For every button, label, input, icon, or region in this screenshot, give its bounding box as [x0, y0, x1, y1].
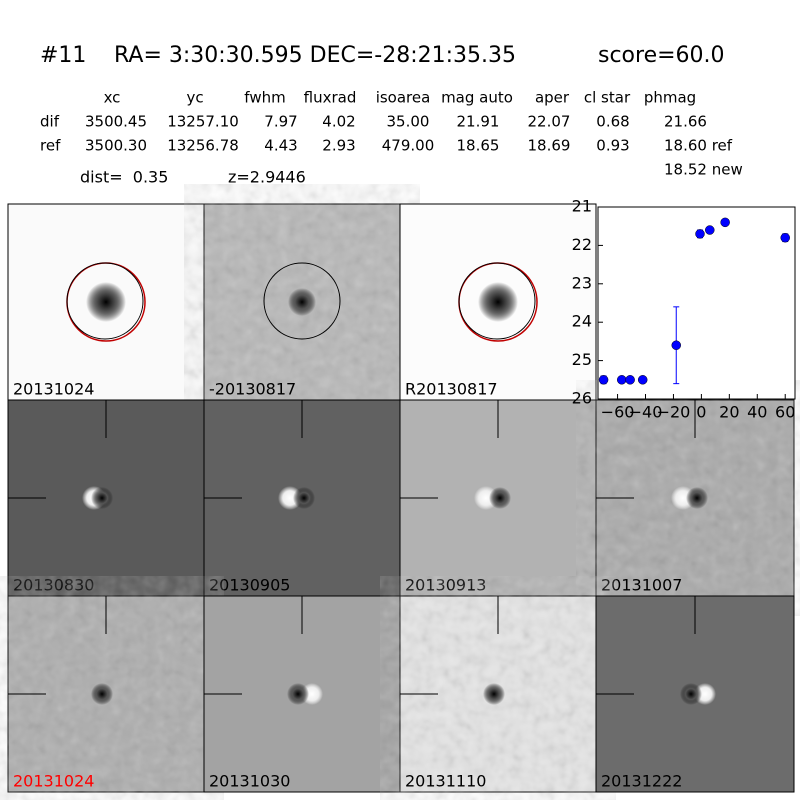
stamp: 20131007	[595, 399, 795, 597]
column-header: xc	[104, 89, 121, 107]
column-header: fwhm	[244, 89, 285, 107]
column-header: yc	[186, 89, 203, 107]
stamp: 20131110	[399, 595, 597, 793]
column-header: aper	[535, 89, 570, 107]
stamp: -20130817	[203, 203, 401, 401]
y-tick-label: 25	[572, 350, 592, 369]
data-point	[705, 225, 715, 235]
x-tick-label: 40	[747, 403, 767, 422]
redshift: z=2.9446	[228, 168, 306, 187]
column-header: isoarea	[376, 89, 431, 107]
stamp-label: -20130817	[209, 380, 296, 399]
column-header: mag auto	[441, 89, 513, 107]
source	[489, 487, 511, 509]
table-cell: 3500.30	[85, 137, 147, 155]
stamp-label: 20131110	[405, 772, 486, 791]
x-tick-label: 60	[775, 403, 795, 422]
stamp: 20130913	[399, 399, 597, 597]
stamp: R20130817	[399, 203, 597, 401]
table-cell: 18.69	[528, 137, 571, 155]
y-tick-label: 21	[572, 197, 592, 216]
table-cell: 18.60 ref	[664, 137, 733, 155]
aperture	[263, 262, 341, 340]
data-point	[625, 375, 635, 385]
source	[293, 487, 315, 509]
row-label: ref	[40, 137, 61, 155]
stamp: 20130905	[203, 399, 401, 597]
distance: dist= 0.35	[80, 168, 168, 187]
table-cell: 13257.10	[167, 113, 239, 131]
data-point	[720, 217, 730, 228]
row-label: dif	[40, 113, 60, 131]
stamp: 20130830	[7, 399, 205, 597]
table-cell: 7.97	[264, 113, 297, 131]
source	[91, 683, 113, 705]
table-cell: 0.68	[596, 113, 629, 131]
aperture	[66, 262, 144, 340]
stamp: 20131222	[595, 595, 795, 793]
source	[91, 487, 113, 509]
stamp-label: 20130913	[405, 576, 486, 595]
y-tick-label: 26	[572, 389, 592, 408]
data-point	[695, 229, 705, 239]
x-tick-label: 20	[719, 403, 739, 422]
table-cell: 35.00	[387, 113, 430, 131]
stamp: 20131024	[7, 595, 205, 793]
object-id: #11	[40, 43, 86, 68]
table-cell: 13256.78	[167, 137, 239, 155]
table-cell: 2.93	[322, 137, 355, 155]
stamp-label: 20131030	[209, 772, 290, 791]
stamp-label: 20131024	[13, 772, 94, 791]
table-cell: 18.65	[457, 137, 500, 155]
table-cell: 4.02	[322, 113, 355, 131]
x-tick-label: −60	[601, 403, 635, 422]
stamp-label: 20131024	[13, 380, 94, 399]
table-cell: 479.00	[382, 137, 435, 155]
stamp-label: 20131222	[601, 772, 682, 791]
source	[478, 282, 518, 322]
data-point	[617, 375, 627, 385]
data-point	[637, 375, 648, 385]
y-tick-label: 24	[572, 312, 592, 331]
stamp-label: 20130830	[13, 576, 94, 595]
x-tick-label: −20	[657, 403, 691, 422]
table-cell: 0.93	[596, 137, 629, 155]
x-tick-label: 0	[696, 403, 706, 422]
column-header: cl star	[584, 89, 631, 107]
source	[483, 683, 505, 705]
source	[680, 683, 702, 705]
column-header: phmag	[644, 89, 696, 107]
phmag-note: 18.52 new	[664, 161, 743, 179]
source	[686, 487, 708, 509]
data-point	[598, 375, 609, 385]
source	[287, 683, 309, 705]
stamp-label: 20130905	[209, 576, 290, 595]
table-cell: 22.07	[528, 113, 571, 131]
table-cell: 4.43	[264, 137, 297, 155]
table-cell: 21.66	[664, 113, 707, 131]
table-cell: 21.91	[457, 113, 500, 131]
x-tick-label: −40	[629, 403, 663, 422]
y-tick-label: 22	[572, 235, 592, 254]
data-point	[780, 232, 790, 243]
stamp: 20131030	[203, 595, 401, 793]
source	[86, 282, 126, 322]
source	[288, 288, 316, 316]
data-point	[671, 340, 681, 350]
aperture	[458, 262, 536, 340]
coordinates: RA= 3:30:30.595 DEC=-28:21:35.35	[114, 43, 516, 68]
stamp-label: 20131007	[601, 576, 682, 595]
score: score=60.0	[598, 43, 725, 68]
column-header: fluxrad	[304, 89, 357, 107]
table-cell: 3500.45	[85, 113, 147, 131]
stamp: 20131024	[7, 203, 205, 401]
plot-area	[597, 206, 796, 400]
stamp-label: R20130817	[405, 380, 498, 399]
y-tick-label: 23	[572, 273, 592, 292]
